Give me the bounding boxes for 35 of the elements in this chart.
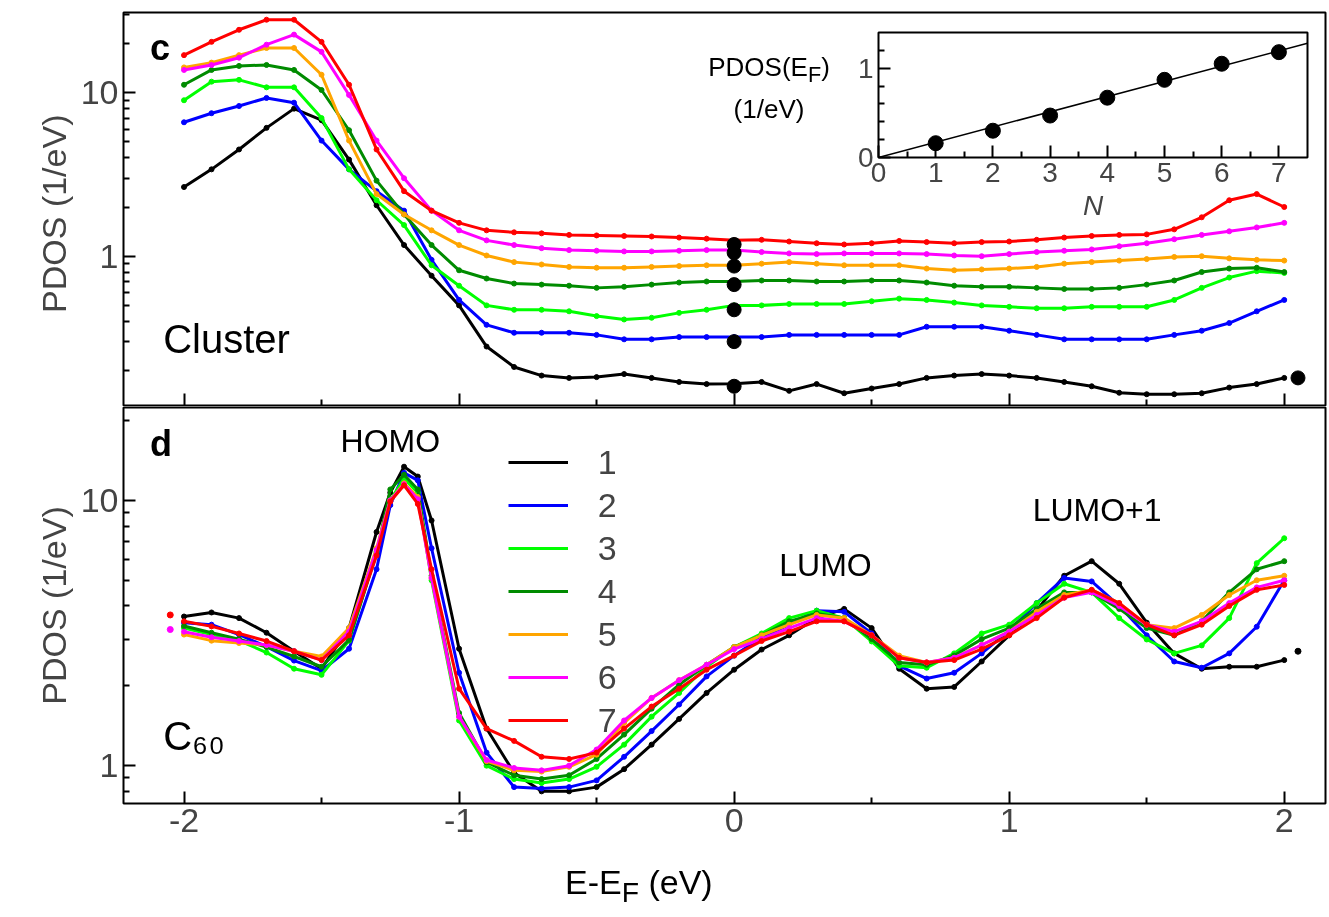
x-tick-label: -2	[168, 800, 200, 839]
legend-label: 6	[597, 657, 618, 697]
y-tick-label: 10	[80, 73, 119, 112]
legend-label: 3	[597, 528, 618, 568]
x-tick-label: -1	[443, 800, 475, 839]
x-tick-label: 7	[1271, 156, 1287, 188]
annotation: d	[149, 422, 172, 464]
x-tick-label: 0	[724, 800, 744, 839]
legend-label: 4	[597, 571, 618, 611]
legend-label: 7	[597, 700, 618, 740]
x-tick-label: 6	[1213, 156, 1230, 188]
y-axis-title: PDOS (1/eV)	[34, 506, 73, 705]
annotation: LUMO	[779, 547, 872, 584]
y-tick-label: 1	[99, 236, 119, 275]
legend-label: 1	[597, 442, 618, 482]
y-tick-label: 10	[80, 480, 119, 519]
x-tick-label: 2	[1274, 800, 1294, 839]
annotation: LUMO+1	[1032, 492, 1162, 529]
x-tick-label: 3	[1042, 156, 1058, 188]
y-axis-title: PDOS(E$_{F}$) (1/eV)	[707, 51, 831, 127]
annotation: HOMO	[340, 422, 441, 459]
annotation: Cluster	[163, 316, 290, 361]
x-tick-label: 4	[1099, 156, 1116, 188]
y-axis-title: PDOS (1/eV)	[34, 114, 73, 313]
y-tick-label: 1	[99, 746, 119, 785]
x-tick-label: 1	[999, 800, 1019, 839]
legend-label: 2	[597, 485, 618, 525]
x-axis-title: E-E$_{F}$ (eV)	[565, 862, 713, 910]
annotation: C₆₀	[163, 714, 225, 759]
annotation: c	[149, 27, 170, 69]
x-axis-title: N	[1082, 189, 1104, 221]
legend-label: 5	[597, 614, 618, 654]
x-tick-label: 5	[1156, 156, 1173, 188]
x-tick-label: 2	[985, 156, 1001, 188]
x-tick-label: 1	[927, 156, 944, 188]
